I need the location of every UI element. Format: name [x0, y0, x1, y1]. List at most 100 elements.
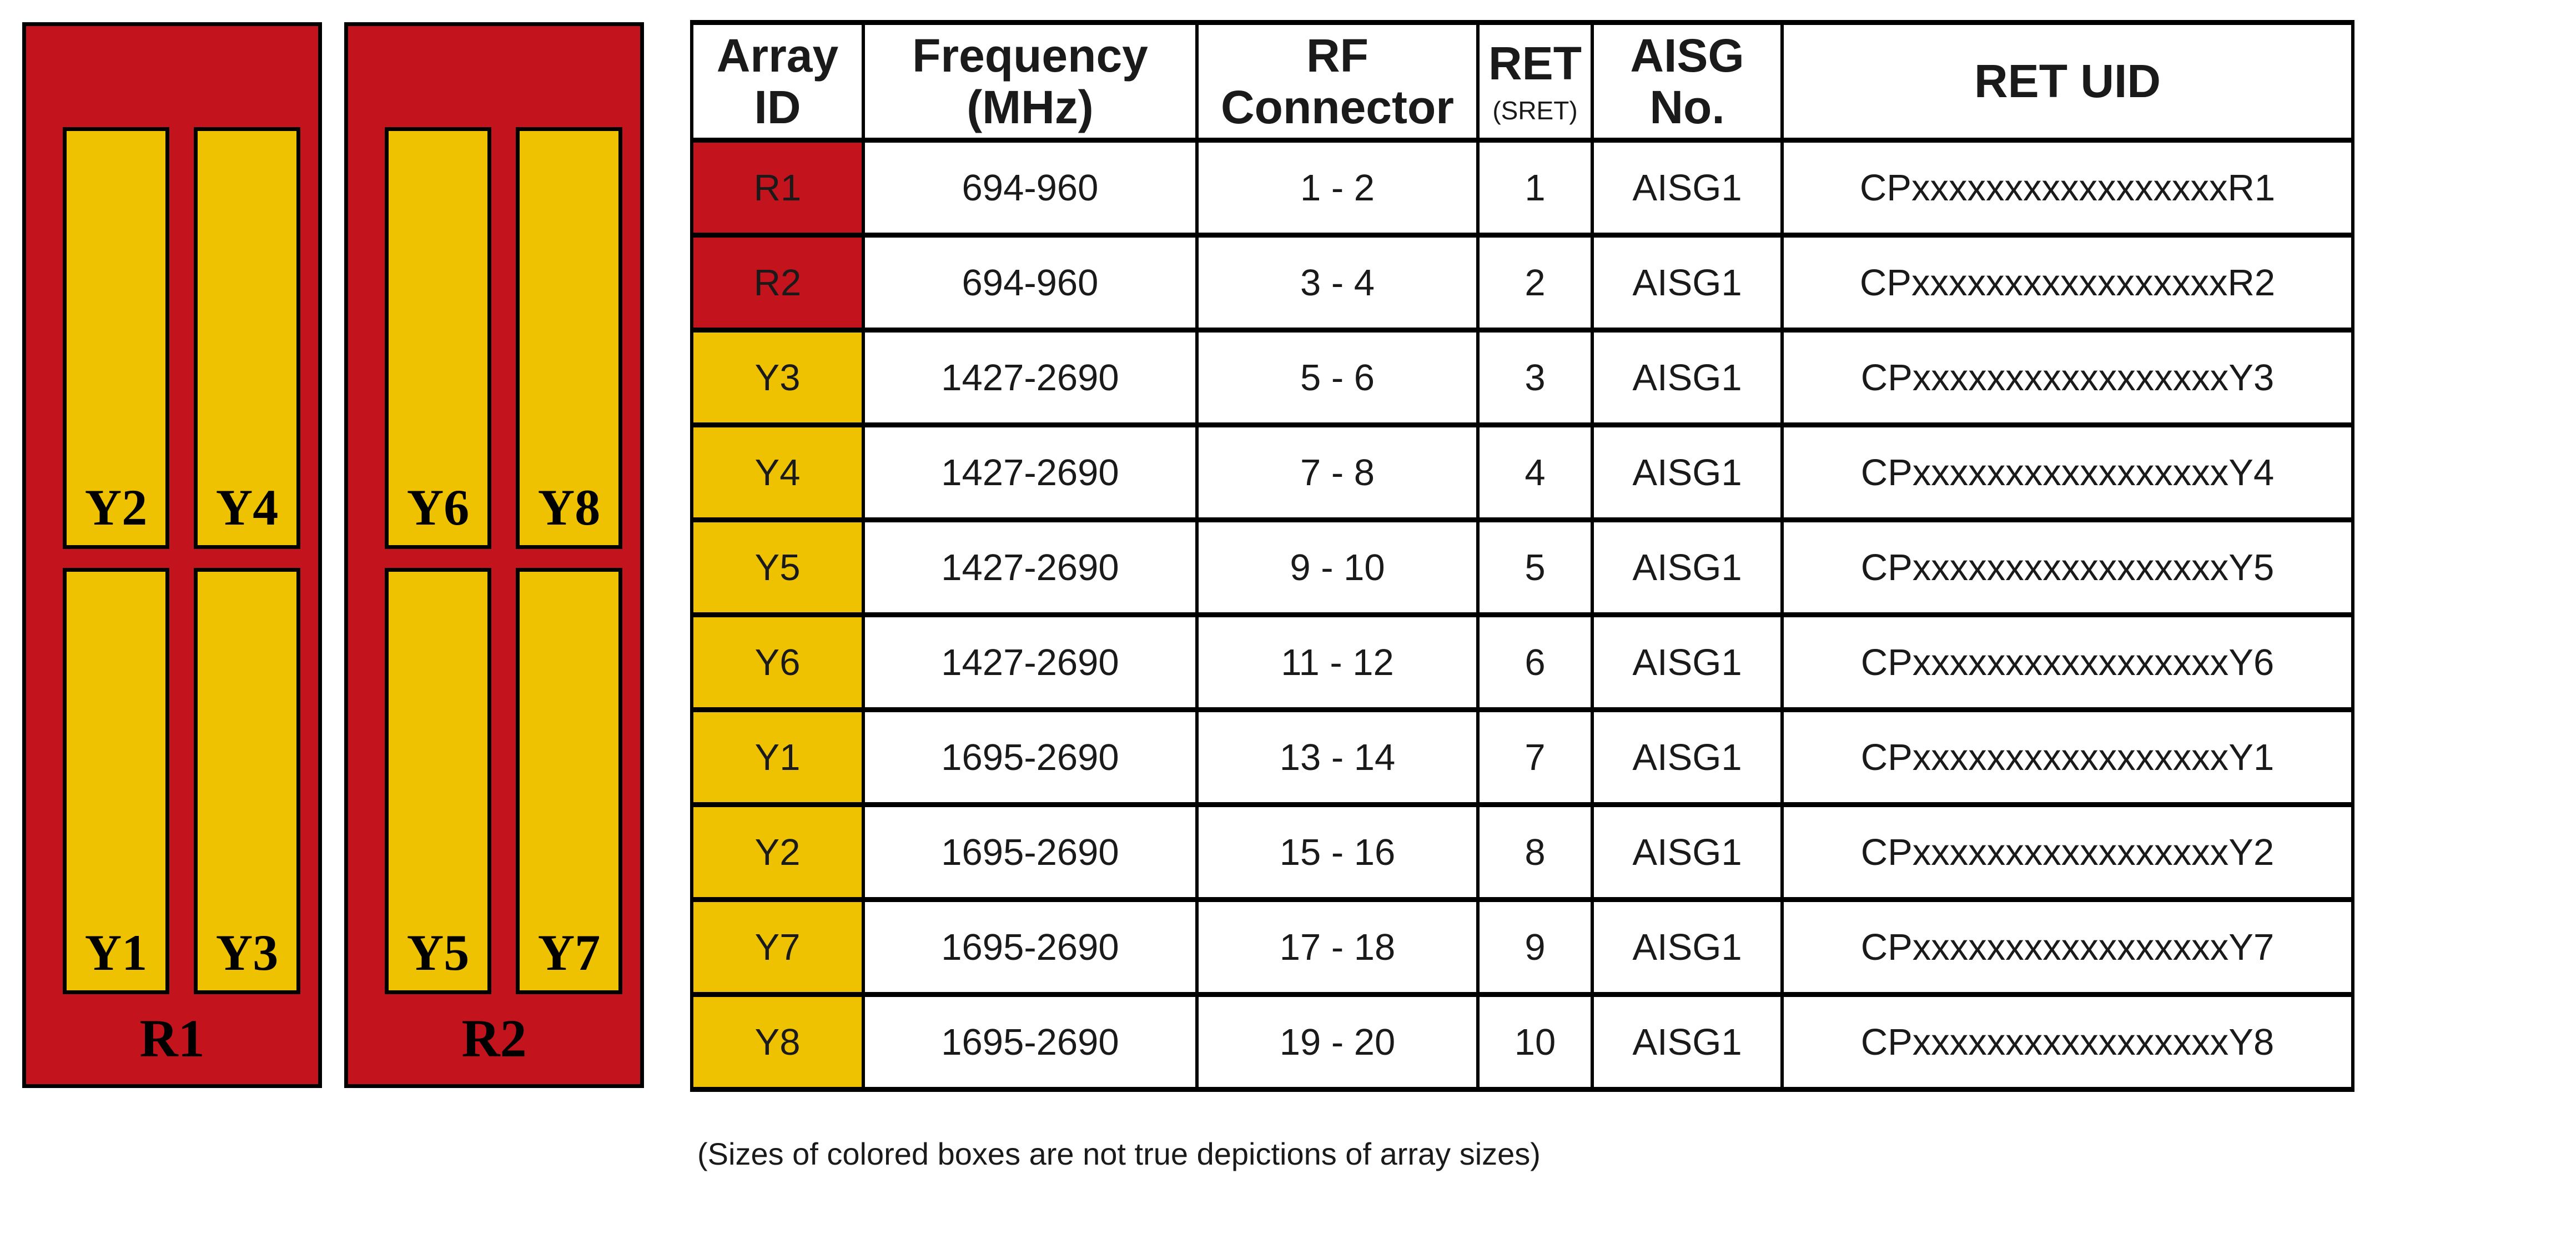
cell-array-id: Y8	[690, 992, 865, 1092]
array-label-y2: Y2	[84, 479, 148, 536]
cell-rf-connector: 13 - 14	[1195, 707, 1480, 807]
cell-frequency: 1695-2690	[862, 897, 1199, 997]
array-label-y8: Y8	[537, 479, 601, 536]
cell-array-id: Y2	[690, 802, 865, 902]
cell-frequency: 1427-2690	[862, 328, 1199, 427]
panel-r2: Y6 Y8 Y5 Y7 R2	[344, 22, 644, 1088]
cell-rf-connector: 15 - 16	[1195, 802, 1480, 902]
table-row: Y1 1695-2690 13 - 14 7 AISG1 CPxxxxxxxxx…	[690, 707, 2354, 807]
cell-frequency: 1427-2690	[862, 517, 1199, 617]
table-row: R2 694-960 3 - 4 2 AISG1 CPxxxxxxxxxxxxx…	[690, 233, 2354, 333]
cell-ret-uid: CPxxxxxxxxxxxxxxxxxY7	[1780, 897, 2354, 997]
cell-array-id: R1	[690, 138, 865, 238]
cell-frequency: 694-960	[862, 138, 1199, 238]
header-aisg: AISG No.	[1591, 20, 1784, 143]
header-rf-connector: RF Connector	[1195, 20, 1480, 143]
port-mapping-table: Array ID Frequency (MHz) RF Connector RE…	[690, 20, 2354, 1092]
array-box-y7: Y7	[516, 568, 622, 994]
cell-ret-uid: CPxxxxxxxxxxxxxxxxxY6	[1780, 612, 2354, 712]
cell-array-id: Y6	[690, 612, 865, 712]
cell-frequency: 1695-2690	[862, 802, 1199, 902]
cell-array-id: R2	[690, 233, 865, 333]
array-label-y7: Y7	[537, 924, 601, 981]
cell-ret: 3	[1476, 328, 1594, 427]
cell-aisg: AISG1	[1591, 707, 1784, 807]
cell-frequency: 1427-2690	[862, 422, 1199, 522]
array-label-y1: Y1	[84, 924, 148, 981]
table-row: Y3 1427-2690 5 - 6 3 AISG1 CPxxxxxxxxxxx…	[690, 328, 2354, 427]
cell-frequency: 1695-2690	[862, 707, 1199, 807]
cell-rf-connector: 3 - 4	[1195, 233, 1480, 333]
cell-ret: 10	[1476, 992, 1594, 1092]
cell-rf-connector: 1 - 2	[1195, 138, 1480, 238]
cell-aisg: AISG1	[1591, 992, 1784, 1092]
panel-label-r1: R1	[139, 1009, 205, 1068]
cell-ret-uid: CPxxxxxxxxxxxxxxxxxR1	[1780, 138, 2354, 238]
cell-ret-uid: CPxxxxxxxxxxxxxxxxxY1	[1780, 707, 2354, 807]
table-row: Y6 1427-2690 11 - 12 6 AISG1 CPxxxxxxxxx…	[690, 612, 2354, 712]
cell-rf-connector: 5 - 6	[1195, 328, 1480, 427]
cell-aisg: AISG1	[1591, 233, 1784, 333]
cell-array-id: Y3	[690, 328, 865, 427]
cell-ret: 4	[1476, 422, 1594, 522]
panel-r1: Y2 Y4 Y1 Y3 R1	[22, 22, 322, 1088]
header-frequency: Frequency (MHz)	[862, 20, 1199, 143]
cell-ret-uid: CPxxxxxxxxxxxxxxxxxY3	[1780, 328, 2354, 427]
header-ret-sub: (SRET)	[1492, 96, 1578, 125]
cell-aisg: AISG1	[1591, 517, 1784, 617]
cell-array-id: Y1	[690, 707, 865, 807]
cell-ret: 8	[1476, 802, 1594, 902]
cell-ret: 6	[1476, 612, 1594, 712]
header-ret-uid: RET UID	[1780, 20, 2354, 143]
cell-array-id: Y7	[690, 897, 865, 997]
array-box-y6: Y6	[385, 127, 491, 549]
array-box-y4: Y4	[194, 127, 300, 549]
table-row: Y5 1427-2690 9 - 10 5 AISG1 CPxxxxxxxxxx…	[690, 517, 2354, 617]
header-array-id: Array ID	[690, 20, 865, 143]
cell-ret: 1	[1476, 138, 1594, 238]
cell-frequency: 1427-2690	[862, 612, 1199, 712]
array-label-y3: Y3	[215, 924, 279, 981]
cell-ret-uid: CPxxxxxxxxxxxxxxxxxY4	[1780, 422, 2354, 522]
figure-caption: (Sizes of colored boxes are not true dep…	[697, 1136, 1541, 1171]
cell-aisg: AISG1	[1591, 897, 1784, 997]
cell-ret: 2	[1476, 233, 1594, 333]
header-ret-main: RET	[1488, 37, 1582, 89]
cell-array-id: Y5	[690, 517, 865, 617]
cell-ret-uid: CPxxxxxxxxxxxxxxxxxY5	[1780, 517, 2354, 617]
table-row: Y8 1695-2690 19 - 20 10 AISG1 CPxxxxxxxx…	[690, 992, 2354, 1092]
array-box-y1: Y1	[63, 568, 169, 994]
cell-frequency: 1695-2690	[862, 992, 1199, 1092]
cell-aisg: AISG1	[1591, 802, 1784, 902]
cell-rf-connector: 17 - 18	[1195, 897, 1480, 997]
array-label-y4: Y4	[215, 479, 279, 536]
array-box-y2: Y2	[63, 127, 169, 549]
cell-frequency: 694-960	[862, 233, 1199, 333]
cell-rf-connector: 11 - 12	[1195, 612, 1480, 712]
cell-aisg: AISG1	[1591, 422, 1784, 522]
array-label-y6: Y6	[406, 479, 470, 536]
cell-aisg: AISG1	[1591, 328, 1784, 427]
array-box-y5: Y5	[385, 568, 491, 994]
cell-rf-connector: 7 - 8	[1195, 422, 1480, 522]
table-row: Y7 1695-2690 17 - 18 9 AISG1 CPxxxxxxxxx…	[690, 897, 2354, 997]
array-box-y3: Y3	[194, 568, 300, 994]
panel-label-r2: R2	[461, 1009, 527, 1068]
cell-ret-uid: CPxxxxxxxxxxxxxxxxxY8	[1780, 992, 2354, 1092]
cell-rf-connector: 19 - 20	[1195, 992, 1480, 1092]
table-row: R1 694-960 1 - 2 1 AISG1 CPxxxxxxxxxxxxx…	[690, 138, 2354, 238]
cell-aisg: AISG1	[1591, 138, 1784, 238]
cell-aisg: AISG1	[1591, 612, 1784, 712]
array-box-y8: Y8	[516, 127, 622, 549]
header-ret: RET (SRET)	[1476, 20, 1594, 143]
table-header-row: Array ID Frequency (MHz) RF Connector RE…	[690, 20, 2354, 143]
cell-ret: 5	[1476, 517, 1594, 617]
cell-rf-connector: 9 - 10	[1195, 517, 1480, 617]
cell-ret-uid: CPxxxxxxxxxxxxxxxxxY2	[1780, 802, 2354, 902]
cell-ret-uid: CPxxxxxxxxxxxxxxxxxR2	[1780, 233, 2354, 333]
table-row: Y4 1427-2690 7 - 8 4 AISG1 CPxxxxxxxxxxx…	[690, 422, 2354, 522]
cell-array-id: Y4	[690, 422, 865, 522]
cell-ret: 7	[1476, 707, 1594, 807]
cell-ret: 9	[1476, 897, 1594, 997]
